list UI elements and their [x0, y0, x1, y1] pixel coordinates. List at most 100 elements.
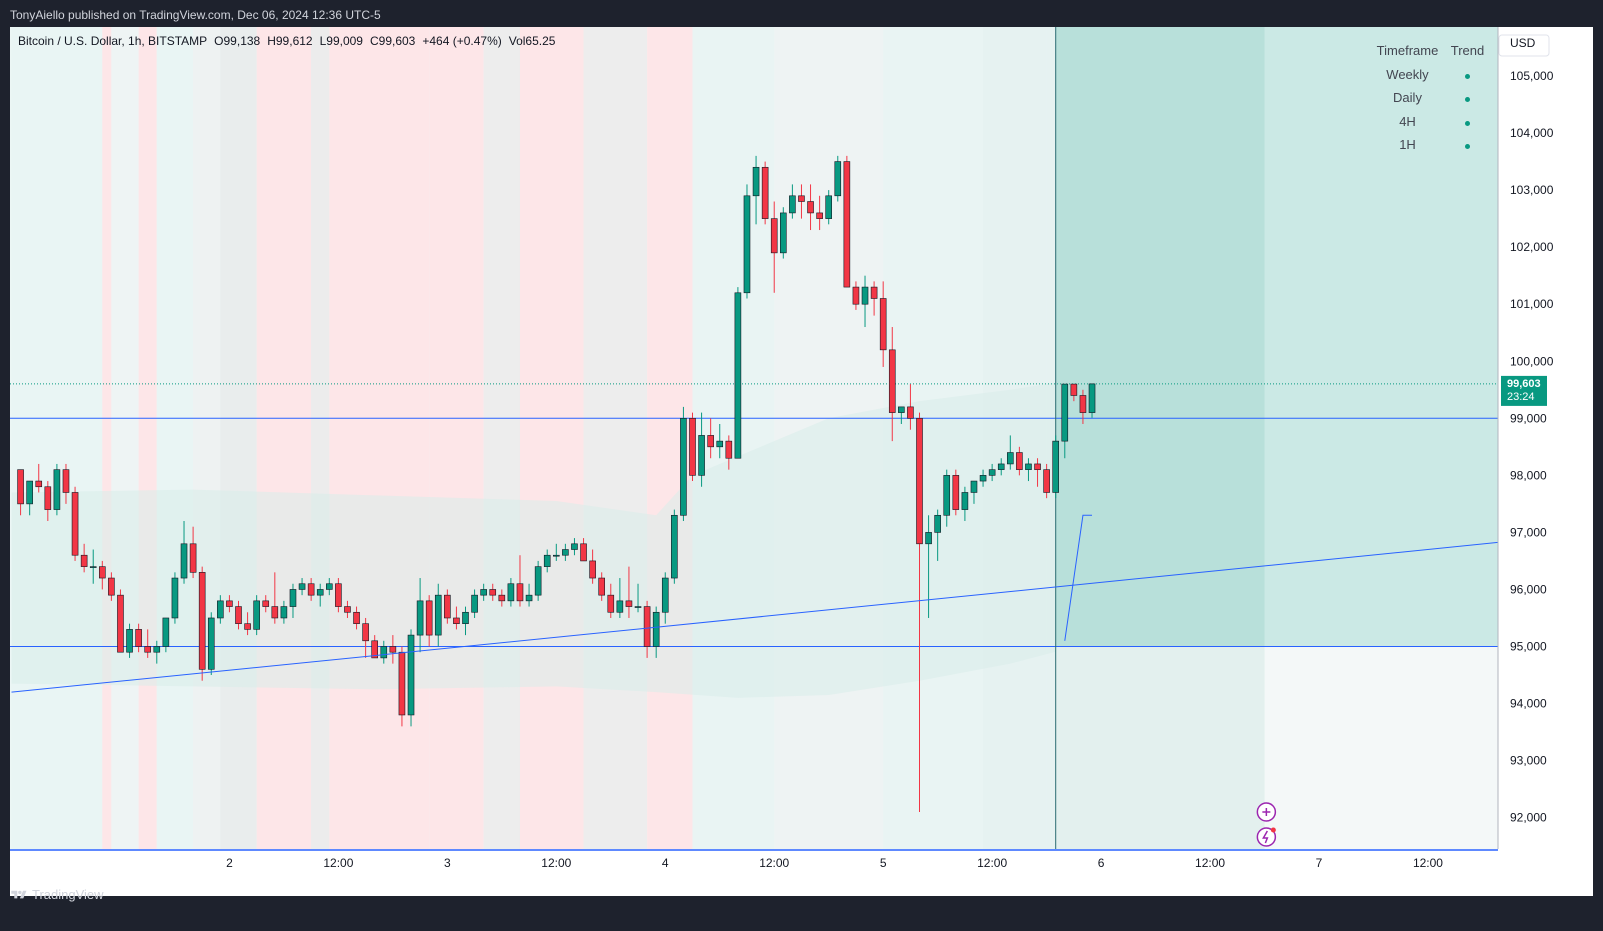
- candle-body: [698, 435, 705, 476]
- header-trend: Trend: [1450, 43, 1485, 59]
- candle: [943, 469, 951, 527]
- candle: [17, 469, 24, 516]
- candle-body: [652, 611, 660, 647]
- candle-body: [970, 480, 978, 493]
- candle-body: [507, 583, 515, 602]
- candle-body: [235, 606, 242, 624]
- candle: [961, 486, 969, 521]
- candle: [189, 526, 197, 579]
- candle-body: [207, 617, 215, 670]
- candle: [707, 418, 714, 459]
- candle: [852, 281, 860, 310]
- candle: [743, 184, 751, 299]
- candle-body: [616, 600, 624, 613]
- candle: [1043, 463, 1050, 499]
- candle: [1034, 458, 1041, 487]
- candle: [117, 589, 124, 653]
- candle-body: [707, 435, 714, 448]
- candle: [271, 572, 279, 624]
- price-tick-label: 104,000: [1510, 126, 1554, 140]
- candle-body: [997, 463, 1005, 470]
- candle-body: [943, 475, 951, 516]
- candle-body: [480, 589, 487, 596]
- header-timeframe: Timeframe: [1376, 43, 1439, 59]
- candle-body: [543, 554, 551, 567]
- candle-body: [62, 469, 70, 493]
- candle-body: [462, 611, 469, 624]
- candle: [934, 509, 941, 561]
- candle: [362, 617, 369, 658]
- candle: [562, 543, 569, 561]
- regime-band: [256, 27, 312, 849]
- candle: [389, 635, 397, 664]
- candle: [825, 190, 833, 225]
- candle-body: [117, 594, 124, 653]
- price-tick-label: 100,000: [1510, 354, 1554, 368]
- candle: [625, 566, 633, 618]
- candle: [952, 469, 960, 516]
- candle: [144, 629, 151, 658]
- candle: [498, 589, 506, 607]
- candle: [398, 646, 406, 727]
- candle-body: [571, 543, 578, 550]
- currency-button: [1498, 34, 1550, 57]
- regime-band: [138, 27, 157, 849]
- time-tick-label: 12:00: [541, 856, 571, 870]
- time-tick-label: 2: [226, 856, 233, 870]
- ohlc-close: C99,603: [369, 34, 416, 48]
- event-bolt-icon: [1256, 827, 1277, 847]
- tradingview-logo[interactable]: TradingView: [10, 887, 104, 902]
- regime-band: [692, 27, 775, 849]
- candle-body: [907, 406, 914, 419]
- change-value: +464 (+0.47%): [422, 34, 502, 48]
- candle-body: [71, 492, 79, 556]
- candle-body: [89, 566, 97, 568]
- candle-body: [870, 286, 878, 299]
- candle-body: [598, 577, 606, 596]
- candle: [99, 560, 106, 590]
- candle-body: [888, 349, 896, 413]
- candle-body: [834, 161, 842, 197]
- candle: [444, 589, 451, 624]
- candle: [598, 572, 606, 601]
- candle-body: [344, 606, 351, 613]
- candle-body: [825, 195, 833, 219]
- candle: [253, 595, 260, 636]
- axis-corner: [1498, 849, 1593, 896]
- trend-row-weekly: Weekly: [1370, 63, 1490, 87]
- candle-body: [53, 469, 61, 510]
- candle-body: [770, 218, 778, 254]
- candle-body: [1070, 383, 1078, 396]
- candle: [507, 578, 515, 607]
- candle-body: [979, 475, 987, 482]
- candle: [534, 560, 542, 601]
- recovery-path: [1064, 514, 1093, 641]
- candle-body: [534, 566, 542, 596]
- event-bolt-icon: [1262, 830, 1269, 844]
- trend-dot-icon: [1465, 120, 1470, 126]
- candle: [153, 640, 161, 664]
- candle: [207, 612, 215, 676]
- candle: [552, 543, 560, 561]
- price-chart[interactable]: 92,000 93,000 94,000 95,000 96,000 97,000 98,0…: [10, 27, 1593, 896]
- candle-body: [262, 600, 270, 607]
- regime-band: [583, 27, 648, 849]
- candle: [1061, 383, 1069, 459]
- candle: [26, 480, 33, 516]
- candle-body: [580, 543, 587, 562]
- time-tick-label: 12:00: [323, 856, 353, 870]
- candle: [307, 578, 315, 601]
- symbol-name[interactable]: Bitcoin / U.S. Dollar, 1h, BITSTAMP: [18, 34, 208, 48]
- candle: [1016, 446, 1023, 476]
- published-text: TonyAiello published on TradingView.com,…: [10, 8, 381, 22]
- candle-body: [335, 583, 342, 607]
- brand-name: TradingView: [32, 887, 104, 902]
- candle: [616, 578, 624, 618]
- candle-body: [398, 651, 406, 716]
- candle-body: [153, 646, 161, 653]
- chart-area[interactable]: 92,000 93,000 94,000 95,000 96,000 97,000 98,0…: [10, 27, 1593, 896]
- candle: [916, 412, 923, 812]
- candle-body: [916, 417, 923, 545]
- candle-body: [180, 543, 188, 579]
